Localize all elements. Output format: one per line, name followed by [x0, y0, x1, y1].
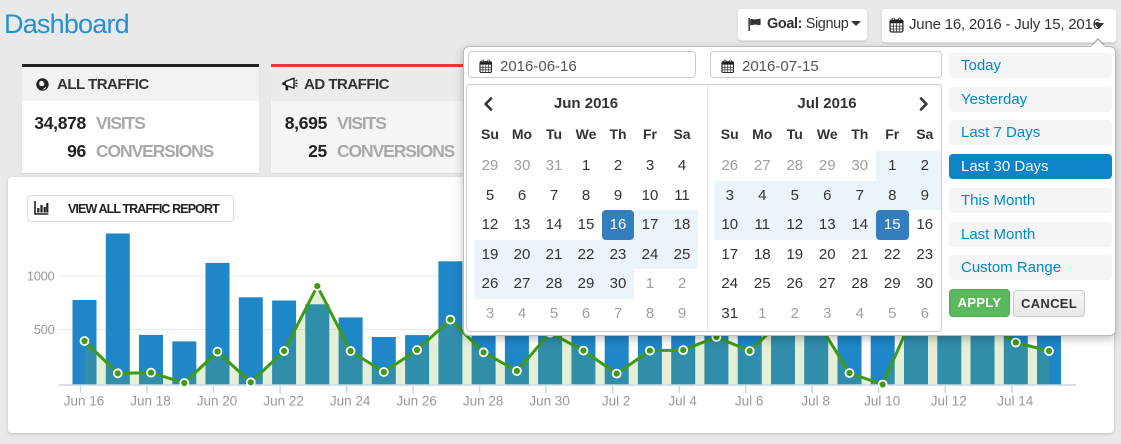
- svg-text:Jun 22: Jun 22: [263, 394, 304, 409]
- svg-text:Jul 14: Jul 14: [997, 394, 1034, 409]
- svg-text:Jun 20: Jun 20: [197, 394, 238, 409]
- svg-text:Jul 6: Jul 6: [735, 394, 764, 409]
- svg-text:Jul 2: Jul 2: [602, 394, 631, 409]
- svg-text:Jul 8: Jul 8: [801, 394, 830, 409]
- svg-text:Jul 4: Jul 4: [668, 394, 697, 409]
- svg-text:500: 500: [34, 322, 55, 337]
- svg-text:Jun 16: Jun 16: [64, 394, 105, 409]
- svg-text:Jun 24: Jun 24: [330, 394, 371, 409]
- svg-text:Jun 30: Jun 30: [529, 394, 570, 409]
- svg-text:Jul 12: Jul 12: [931, 394, 967, 409]
- svg-text:Jun 28: Jun 28: [463, 394, 504, 409]
- svg-text:1000: 1000: [27, 269, 55, 284]
- svg-text:Jun 26: Jun 26: [396, 394, 437, 409]
- svg-text:Jun 18: Jun 18: [130, 394, 171, 409]
- svg-text:Jul 10: Jul 10: [864, 394, 900, 409]
